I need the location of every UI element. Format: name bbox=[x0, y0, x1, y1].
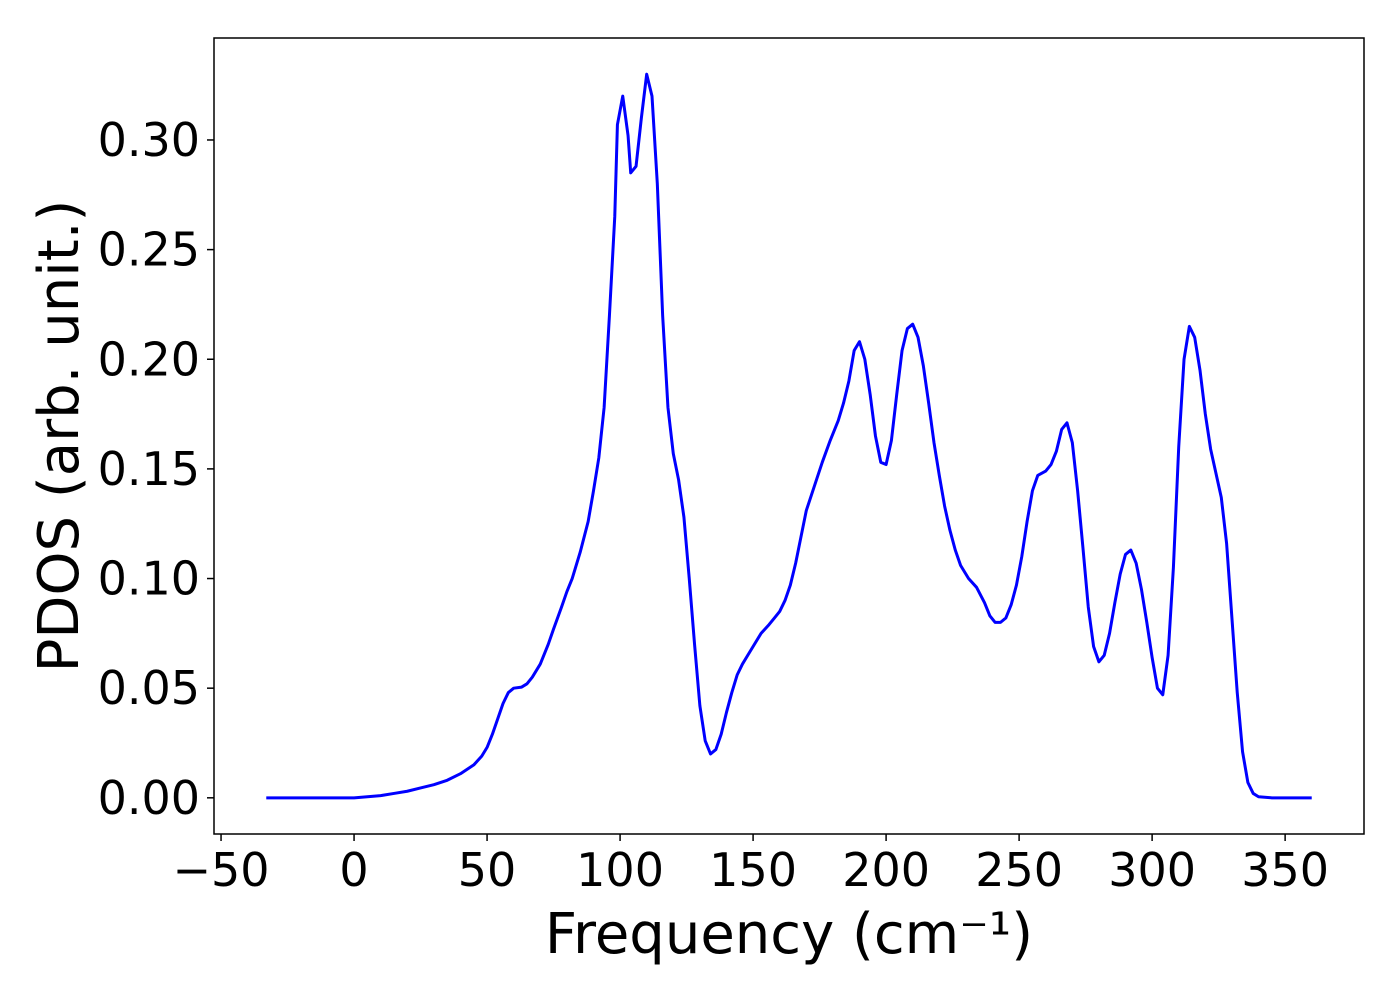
x-axis-label: Frequency (cm⁻¹) bbox=[545, 902, 1033, 967]
y-tick-label: 0.05 bbox=[98, 661, 200, 715]
x-tick-label: 100 bbox=[576, 843, 664, 897]
y-tick-label: 0.20 bbox=[98, 332, 200, 386]
x-tick-label: −50 bbox=[173, 843, 270, 897]
x-tick-label: 300 bbox=[1108, 843, 1196, 897]
y-tick-label: 0.00 bbox=[98, 771, 200, 825]
x-tick-label: 350 bbox=[1241, 843, 1329, 897]
x-tick-label: 200 bbox=[842, 843, 930, 897]
plot-frame bbox=[213, 37, 1365, 835]
y-axis-label: PDOS (arb. unit.) bbox=[27, 200, 92, 673]
x-tick-label: 250 bbox=[975, 843, 1063, 897]
x-tick-label: 150 bbox=[709, 843, 797, 897]
x-tick-label: 50 bbox=[458, 843, 517, 897]
x-tick-label: 0 bbox=[339, 843, 368, 897]
y-tick-label: 0.10 bbox=[98, 552, 200, 606]
y-tick-label: 0.30 bbox=[98, 113, 200, 167]
y-tick-label: 0.15 bbox=[98, 442, 200, 496]
y-tick-label: 0.25 bbox=[98, 223, 200, 277]
data-line bbox=[266, 72, 1312, 800]
